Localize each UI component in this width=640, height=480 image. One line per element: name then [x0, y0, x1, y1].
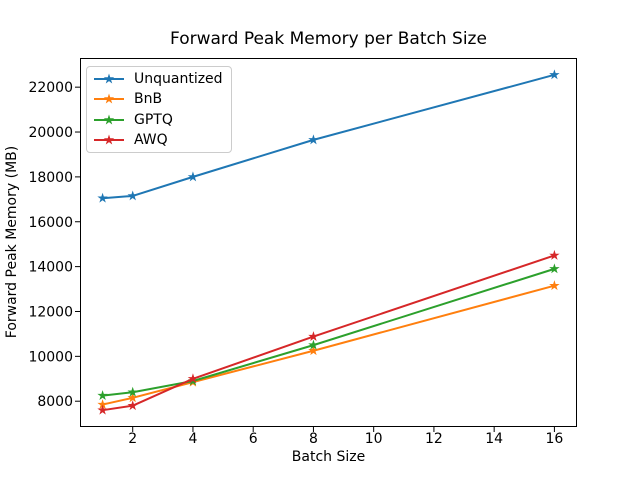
marker-unquantized-x1: [97, 192, 108, 203]
legend-key-line-bnb: [94, 93, 124, 104]
marker-gptq-x1: [97, 390, 108, 401]
x-tick-label: 14: [485, 431, 503, 447]
series-line-bnb: [102, 284, 555, 406]
marker-unquantized-x4: [187, 171, 199, 182]
marker-gptq-x2: [127, 386, 138, 397]
legend-key-line-gptq: [94, 114, 124, 125]
legend-item-awq: AWQ: [93, 130, 225, 150]
marker-bnb-x2: [127, 392, 138, 403]
marker-awq-x2: [127, 400, 138, 411]
marker-bnb-x8: [308, 345, 319, 356]
marker-gptq-x16: [549, 263, 560, 274]
marker-awq-x8: [308, 331, 319, 342]
marker-awq-x4: [187, 373, 199, 384]
marker-bnb-x16: [549, 280, 560, 291]
marker-unquantized-x2: [127, 190, 138, 201]
y-tick-label: 14000: [28, 260, 73, 276]
legend-label-awq: AWQ: [134, 131, 168, 148]
marker-awq-x16: [549, 249, 560, 260]
legend-star-icon: [103, 93, 115, 104]
marker-unquantized-x16: [549, 69, 560, 80]
legend-item-unquantized: Unquantized: [93, 69, 225, 89]
x-tick-label: 2: [128, 431, 137, 447]
y-tick-label: 10000: [28, 349, 73, 365]
axes-frame: [80, 58, 577, 427]
x-tick-label: 16: [545, 431, 563, 447]
x-axis-label: Batch Size: [291, 449, 366, 465]
marker-gptq-x8: [308, 339, 319, 350]
legend-star-icon: [103, 73, 115, 84]
x-tick-label: 8: [309, 431, 318, 447]
y-tick-label: 16000: [28, 215, 73, 231]
legend-key-line-awq: [94, 134, 124, 145]
marker-bnb-x1: [97, 399, 108, 410]
legend-label-gptq: GPTQ: [134, 111, 173, 128]
legend: Unquantized BnB GPTQ AWQ: [86, 66, 232, 153]
legend-key-line-unquantized: [94, 73, 124, 84]
series-line-awq: [102, 254, 555, 412]
chart-title: Forward Peak Memory per Batch Size: [170, 29, 487, 49]
legend-item-bnb: BnB: [93, 89, 225, 109]
y-tick-label: 8000: [37, 394, 73, 410]
legend-item-gptq: GPTQ: [93, 110, 225, 130]
y-tick-label: 18000: [28, 170, 73, 186]
marker-awq-x1: [97, 404, 108, 415]
legend-star-icon: [103, 134, 115, 145]
x-tick-label: 6: [249, 431, 258, 447]
y-tick-label: 20000: [28, 125, 73, 141]
y-axis-label: Forward Peak Memory (MB): [4, 145, 20, 339]
y-tick-label: 12000: [28, 304, 73, 320]
x-tick-label: 4: [188, 431, 197, 447]
marker-unquantized-x8: [308, 134, 319, 145]
x-tick-label: 12: [425, 431, 443, 447]
x-tick-label: 10: [365, 431, 383, 447]
legend-star-icon: [103, 114, 115, 125]
legend-label-unquantized: Unquantized: [134, 71, 223, 88]
legend-label-bnb: BnB: [134, 91, 163, 108]
y-tick-label: 22000: [28, 80, 73, 96]
